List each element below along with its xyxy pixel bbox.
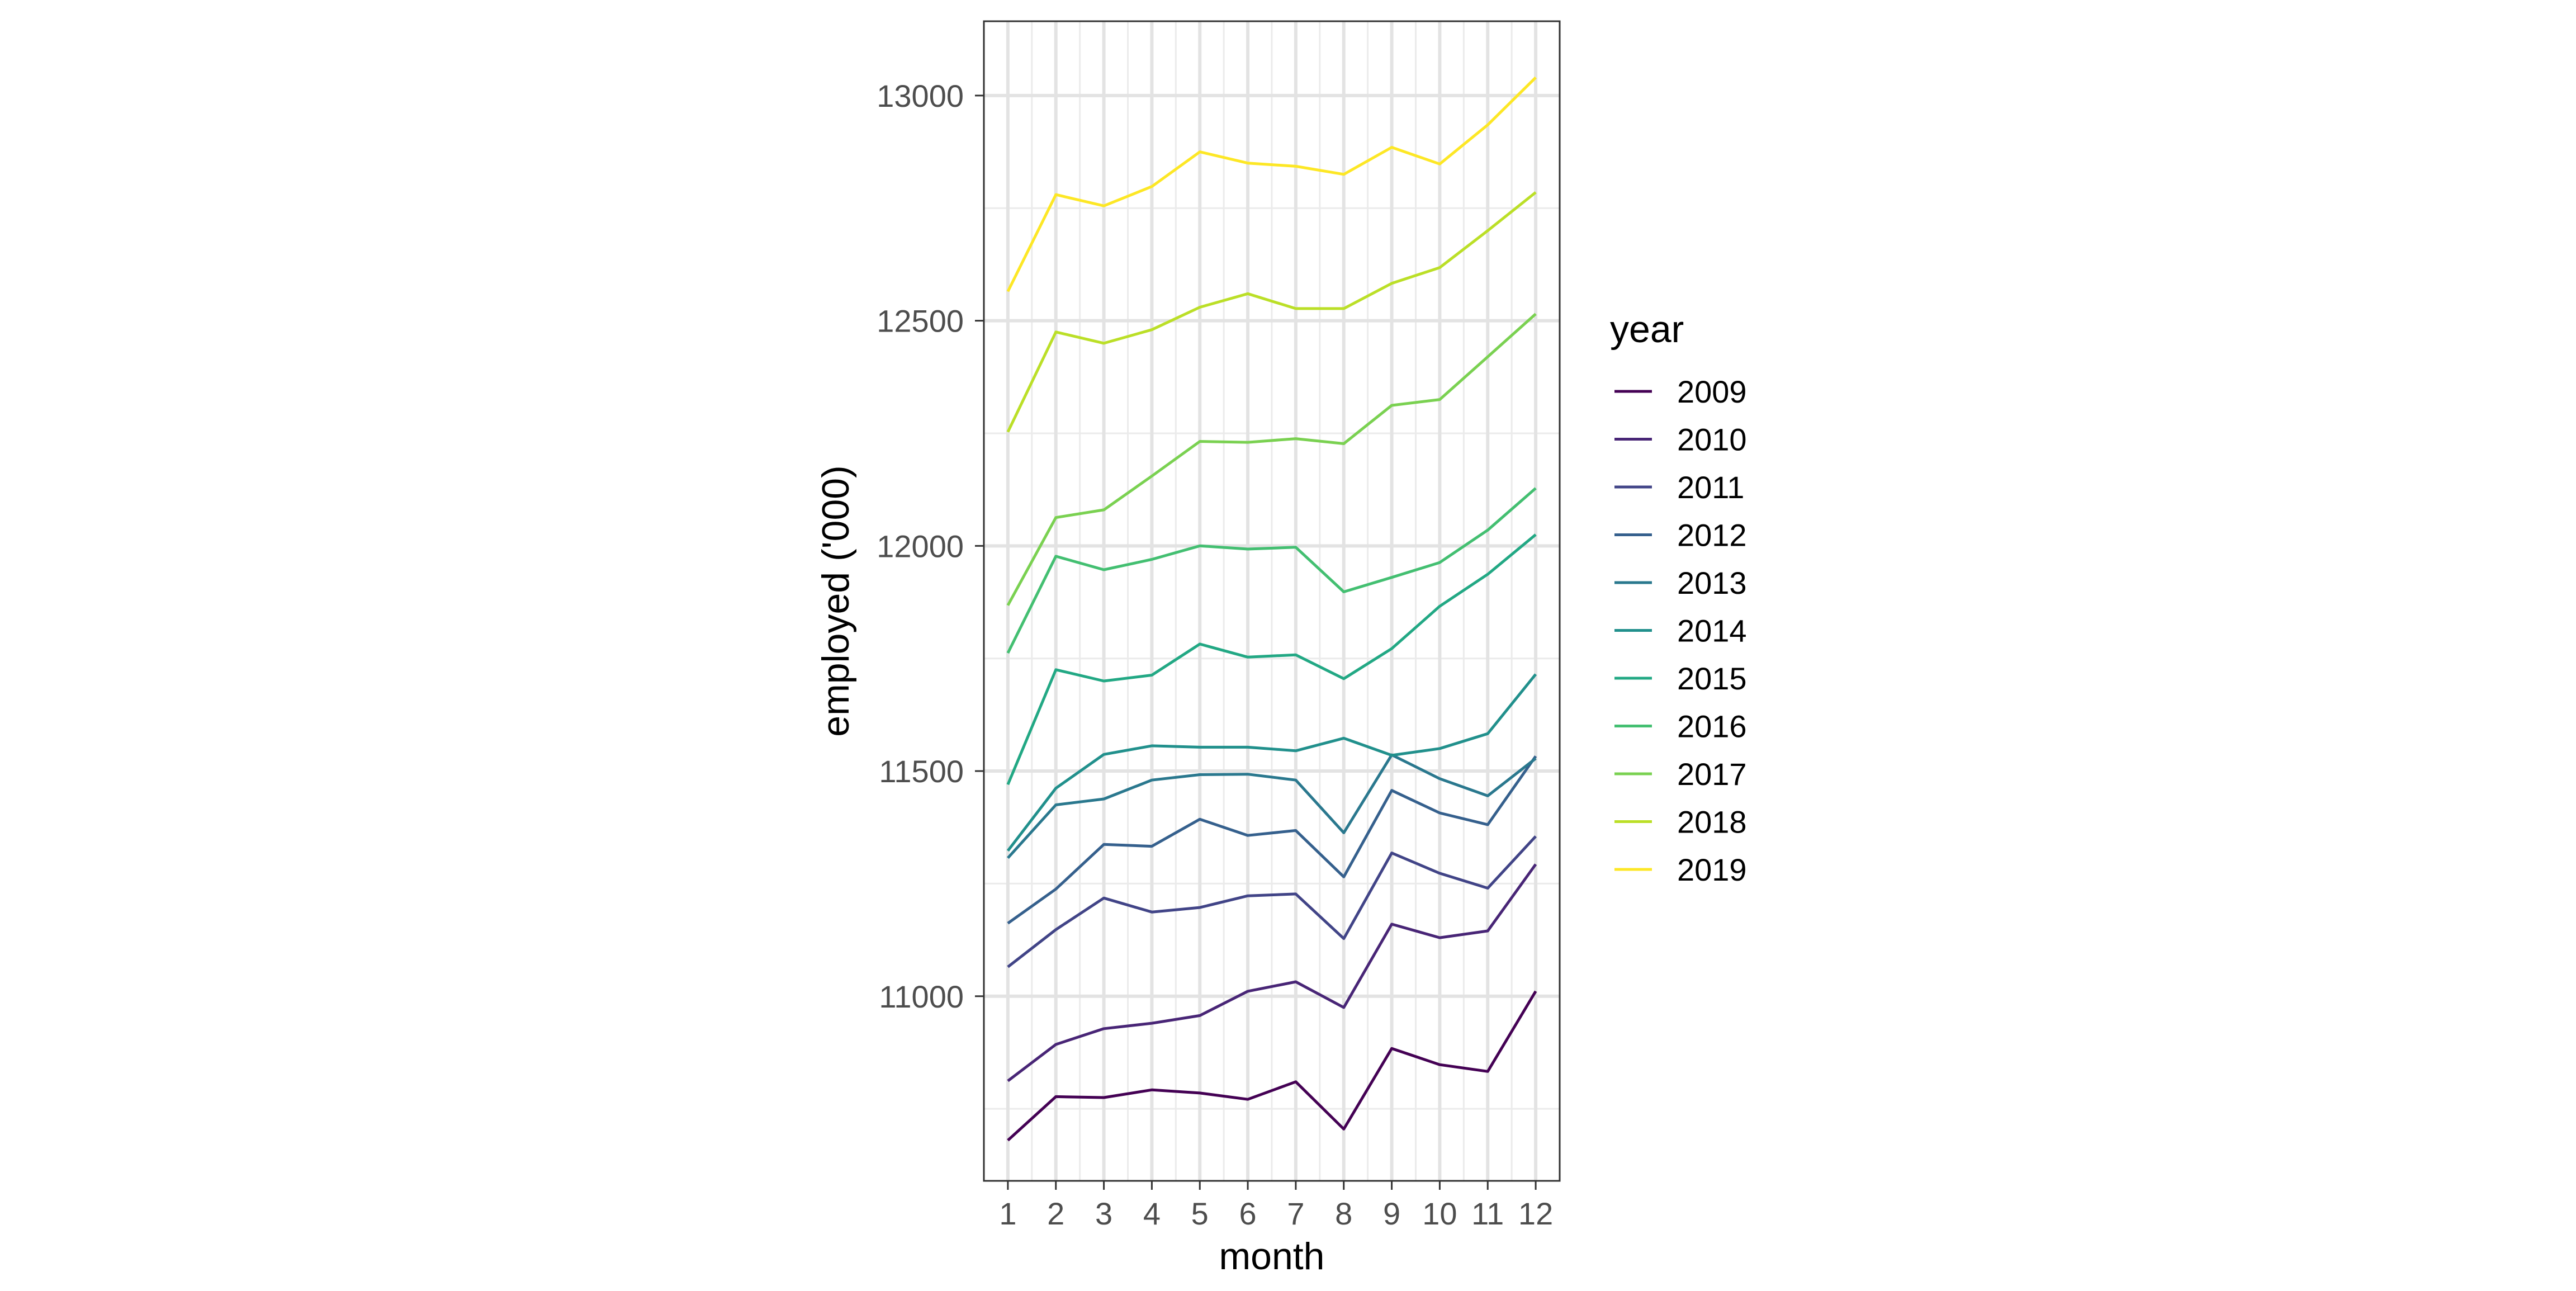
- legend-label-2010: 2010: [1677, 422, 1747, 457]
- legend-item-2010: 2010: [1614, 422, 1747, 457]
- legend-label-2009: 2009: [1677, 374, 1747, 409]
- x-tick-label: 5: [1191, 1196, 1209, 1231]
- legend-label-2018: 2018: [1677, 805, 1747, 840]
- y-tick-label: 12500: [877, 304, 964, 339]
- x-tick-label: 7: [1287, 1196, 1304, 1231]
- legend-item-2016: 2016: [1614, 709, 1747, 744]
- x-tick-label: 9: [1383, 1196, 1400, 1231]
- legend-label-2016: 2016: [1677, 709, 1747, 744]
- series-line-2014: [1006, 673, 1537, 852]
- legend-label-2014: 2014: [1677, 613, 1747, 649]
- series-line-2017: [1006, 313, 1537, 606]
- legend-item-2019: 2019: [1614, 852, 1747, 887]
- legend-item-2018: 2018: [1614, 805, 1747, 840]
- series-line-2011: [1007, 835, 1537, 968]
- legend-item-2017: 2017: [1614, 756, 1747, 792]
- y-axis-title: employed ('000): [815, 465, 857, 736]
- x-tick-label: 10: [1422, 1196, 1457, 1231]
- series-line-2018: [1006, 191, 1537, 433]
- series-line-2019: [1006, 76, 1537, 292]
- x-tick-label: 3: [1095, 1196, 1112, 1231]
- x-tick-label: 1: [999, 1196, 1016, 1231]
- legend-label-2013: 2013: [1677, 565, 1747, 600]
- legend-label-2017: 2017: [1677, 756, 1747, 792]
- legend-label-2015: 2015: [1677, 661, 1747, 696]
- legend-item-2011: 2011: [1614, 470, 1744, 505]
- legend-label-2012: 2012: [1677, 518, 1747, 553]
- y-tick-label: 11000: [879, 979, 964, 1014]
- x-tick-label: 6: [1239, 1196, 1257, 1231]
- series-line-2010: [1007, 863, 1537, 1082]
- y-tick-label: 11500: [879, 754, 964, 789]
- series-lines: [1006, 76, 1537, 1142]
- series-line-2016: [1006, 487, 1537, 654]
- legend: year 2009 2010 2011 2012 2013 2014 2015 2016 201…: [1610, 308, 1747, 887]
- legend-label-2019: 2019: [1677, 852, 1747, 887]
- legend-title: year: [1610, 308, 1684, 351]
- x-tick-label: 11: [1471, 1196, 1504, 1231]
- legend-item-2015: 2015: [1614, 661, 1747, 696]
- plot-panel-border: [983, 20, 1561, 1182]
- y-tick-label: 12000: [877, 528, 964, 564]
- panel-border: [983, 20, 1561, 1182]
- series-line-2012: [1007, 755, 1537, 925]
- x-axis-title: month: [1219, 1235, 1325, 1278]
- y-tick-label: 13000: [877, 78, 964, 114]
- series-line-2009: [1007, 990, 1537, 1142]
- x-tick-label: 12: [1518, 1196, 1553, 1231]
- legend-label-2011: 2011: [1677, 470, 1744, 505]
- series-line-2015: [1006, 533, 1537, 786]
- x-tick-label: 8: [1335, 1196, 1352, 1231]
- x-tick-label: 2: [1047, 1196, 1064, 1231]
- legend-item-2014: 2014: [1614, 613, 1747, 649]
- series-line-2013: [1007, 753, 1537, 859]
- legend-item-2009: 2009: [1614, 374, 1747, 409]
- x-tick-label: 4: [1143, 1196, 1161, 1231]
- legend-item-2012: 2012: [1614, 518, 1747, 553]
- legend-item-2013: 2013: [1614, 565, 1747, 600]
